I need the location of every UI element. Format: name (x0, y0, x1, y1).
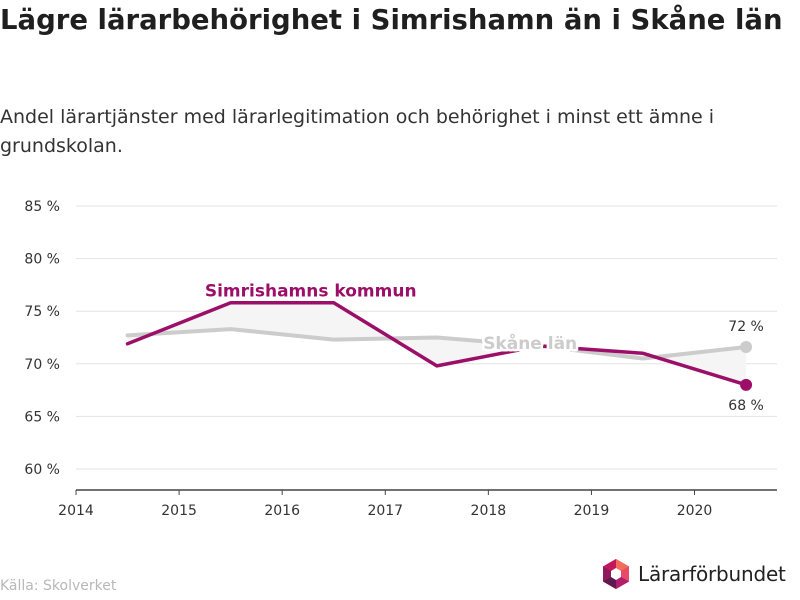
end-point-skane-lan (740, 340, 753, 353)
x-tick-label: 2017 (367, 503, 403, 519)
x-tick-label: 2015 (161, 503, 197, 519)
brand-logo: Lärarförbundet (600, 556, 786, 592)
logo-text: Lärarförbundet (638, 562, 786, 586)
y-tick-label: 60 % (24, 462, 60, 478)
y-tick-label: 65 % (24, 409, 60, 425)
x-tick-label: 2016 (264, 503, 300, 519)
x-tick-label: 2019 (574, 503, 610, 519)
end-point-simrishamn (740, 378, 753, 391)
series-label-simrishamn: Simrishamns kommun (205, 281, 417, 301)
x-tick-label: 2020 (677, 503, 713, 519)
series-label-skane-lan: Skåne län (483, 332, 577, 354)
end-label-simrishamn: 68 % (728, 398, 764, 414)
y-tick-label: 70 % (24, 357, 60, 373)
y-tick-label: 80 % (24, 252, 60, 268)
chart-subtitle: Andel lärartjänster med lärarlegitimatio… (0, 106, 715, 157)
y-tick-label: 85 % (24, 199, 60, 215)
y-tick-label: 75 % (24, 304, 60, 320)
end-label-skane-lan: 72 % (728, 319, 764, 335)
hexagon-logo-icon (603, 559, 629, 589)
line-chart: 60 % 65 % 70 % 75 % 80 % 85 % 2014 2015 2016 2017… (24, 199, 777, 519)
series-line-simrishamn (125, 301, 748, 387)
source-note: Källa: Skolverket (0, 578, 117, 594)
gap-area (127, 302, 747, 385)
series-line-skane-lan (125, 327, 749, 361)
x-tick-label: 2014 (58, 503, 94, 519)
chart-title: Lägre lärarbehörighet i Simrishamn än i … (0, 4, 783, 36)
x-tick-label: 2018 (471, 503, 507, 519)
